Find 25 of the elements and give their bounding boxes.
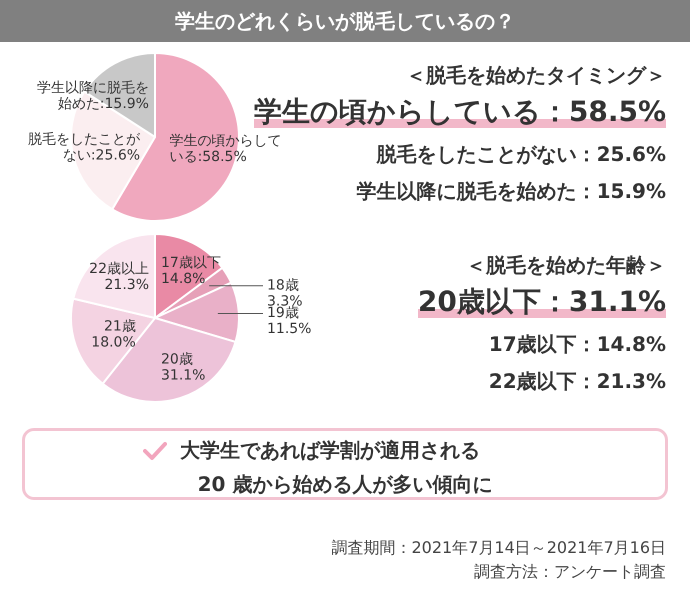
slice-label: 18歳 (267, 277, 299, 294)
text: ＜脱毛を始めた年齢＞ (465, 252, 666, 279)
text: 調査期間：2021年7月14日～2021年7月16日 (331, 537, 666, 559)
text: 脱毛をしたことがない：25.6% (376, 142, 666, 166)
data-label: 11.5% (267, 321, 312, 338)
slice-label: 21歳 (104, 318, 136, 335)
data-label: 31.1% (161, 367, 206, 384)
data-label: 14.8% (161, 271, 206, 288)
slice-label: 脱毛をしたことがない:25.6% (28, 131, 142, 164)
text: 学生のどれくらいが脱毛しているの？ (0, 0, 690, 42)
text: 学生以降に脱毛を始めた：15.9% (356, 178, 666, 205)
text: ＜脱毛を始めたタイミング＞ (405, 62, 666, 89)
text: 調査方法：アンケート調査 (473, 561, 666, 583)
text: 学生の頃からしている：58.5% (254, 95, 666, 128)
text: 20歳以下：31.1% (418, 285, 666, 318)
text: 大学生であれば学割が適用される (180, 437, 480, 463)
slice-label: 学生以降に脱毛を始めた:15.9% (37, 80, 149, 112)
text: 17歳以下：14.8% (488, 331, 666, 358)
text: 22歳以下：21.3% (488, 368, 666, 395)
data-label: 18.0% (91, 334, 136, 351)
slice-label: 22歳以上 (89, 260, 149, 277)
slice-label: 学生の頃からしている:58.5% (170, 132, 282, 165)
text: 20 歳から始める人が多い傾向に (196, 471, 494, 497)
data-label: 21.3% (104, 276, 149, 293)
slice-label: 20歳 (161, 351, 193, 368)
